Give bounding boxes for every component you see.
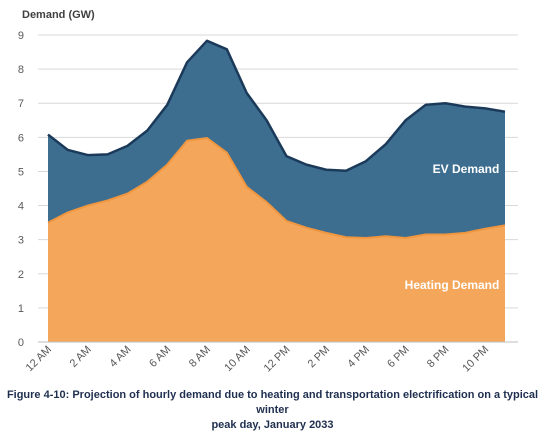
x-tick-label: 8 PM <box>425 344 452 371</box>
y-tick-label: 1 <box>18 303 24 315</box>
y-tick-label: 2 <box>18 269 24 281</box>
heating-demand-line <box>47 136 506 239</box>
heating-demand-area <box>48 138 505 342</box>
x-tick-label: 6 PM <box>385 344 412 371</box>
x-tick-label: 6 AM <box>147 344 173 370</box>
ev-demand-line <box>47 39 506 173</box>
y-tick-label: 5 <box>18 166 24 178</box>
y-tick-label: 7 <box>18 98 24 110</box>
chart: 0 1 2 3 4 5 6 7 8 9 12 AM 2 AM 4 AM 6 AM 8 AM 10 AM 12 P… <box>18 9 518 375</box>
y-tick-label: 6 <box>18 132 24 144</box>
x-tick-label: 10 AM <box>222 344 253 375</box>
y-tick-label: 3 <box>18 235 24 247</box>
x-tick-label: 4 PM <box>345 344 372 371</box>
y-tick-label: 8 <box>18 64 24 76</box>
x-tick-label: 2 AM <box>68 344 94 370</box>
y-axis-label: Demand (GW) <box>22 9 95 21</box>
figure-caption: Figure 4-10: Projection of hourly demand… <box>0 388 545 433</box>
x-tick-label: 8 AM <box>187 344 213 370</box>
caption-line-1: Figure 4-10: Projection of hourly demand… <box>6 389 539 416</box>
y-tick-label: 4 <box>18 201 24 213</box>
caption-line-2: peak day, January 2033 <box>211 419 334 431</box>
series-label-heating: Heating Demand <box>405 278 500 292</box>
x-tick-label: 12 AM <box>24 344 55 375</box>
y-tick-label: 9 <box>18 30 24 42</box>
x-tick-label: 10 PM <box>460 344 491 375</box>
series-label-ev: EV Demand <box>433 162 500 176</box>
x-tick-label: 4 AM <box>107 344 133 370</box>
x-tick-label: 12 PM <box>262 344 293 375</box>
x-tick-label: 2 PM <box>306 344 333 371</box>
area-layer <box>47 39 506 342</box>
y-tick-label: 0 <box>18 337 24 349</box>
